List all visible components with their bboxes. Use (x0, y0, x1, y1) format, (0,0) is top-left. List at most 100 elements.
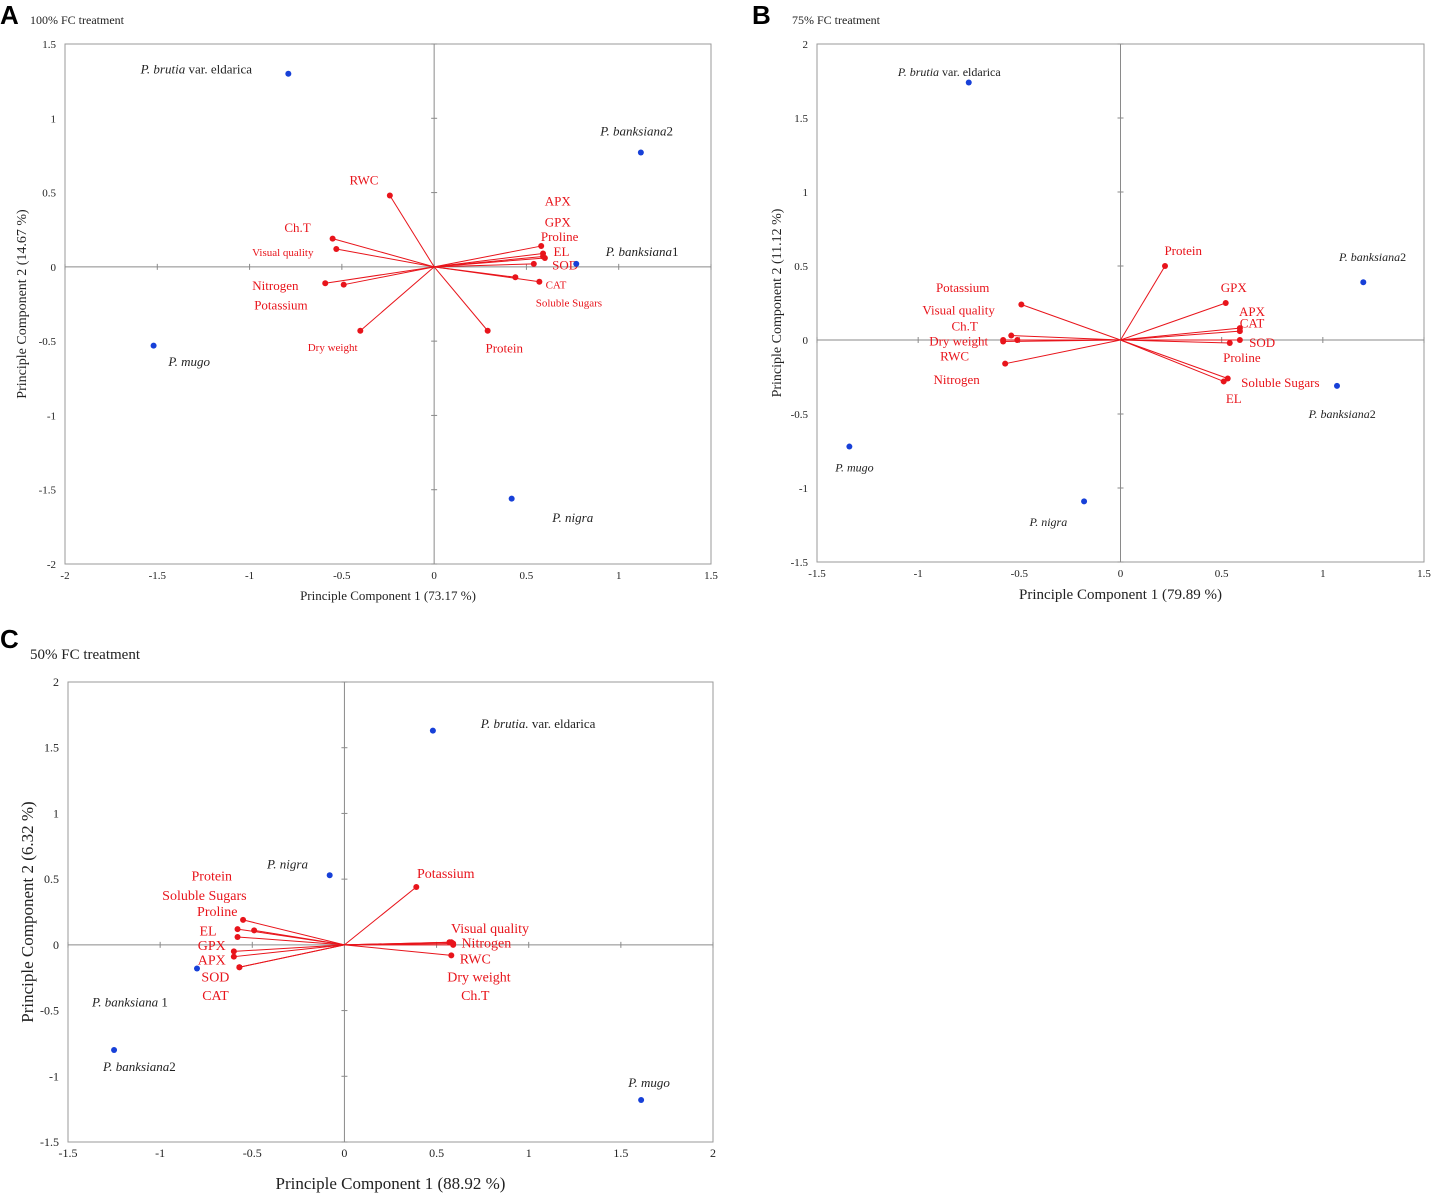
loading-vector: Proline (1120, 339, 1261, 365)
loading-label: GPX (198, 939, 226, 954)
y-tick-label: 2 (53, 675, 59, 689)
loading-line (433, 266, 489, 332)
loading-point (357, 327, 364, 334)
x-tick-label: 0.5 (520, 570, 534, 582)
loading-line (336, 248, 435, 268)
loading-label: Ch.T (461, 989, 490, 1004)
species-label: P. banksiana2 (1338, 250, 1406, 264)
species-point (111, 1047, 118, 1053)
loading-vector: Soluble Sugars (434, 266, 602, 310)
panel-letter: B (752, 0, 771, 30)
loading-point (1000, 338, 1007, 345)
loading-label: CAT (202, 989, 229, 1004)
loading-label: APX (1239, 304, 1266, 319)
species-score: P. nigra (1028, 498, 1088, 529)
x-tick-label: 1 (616, 570, 622, 582)
y-tick-label: 2 (803, 39, 809, 51)
species-label: P. nigra (266, 857, 308, 872)
loading-point (340, 281, 347, 288)
loading-label: Ch.T (284, 220, 310, 235)
x-tick-label: 0 (1118, 568, 1124, 580)
x-axis-title: Principle Component 1 (79.89 %) (1019, 587, 1222, 603)
loading-vector: Ch.T (284, 220, 435, 268)
loading-line (344, 941, 452, 946)
loading-line (359, 266, 435, 332)
loading-line (1120, 339, 1230, 344)
y-tick-label: 1 (51, 113, 57, 125)
x-tick-label: 0 (341, 1146, 347, 1160)
y-tick-label: -1.5 (39, 485, 57, 497)
species-score: P. banksiana 1 (91, 965, 200, 1010)
loading-point (329, 235, 336, 242)
loading-line (237, 936, 345, 946)
species-label: P. brutia var. eldarica (897, 65, 1001, 79)
loading-vector: Dry weight (344, 944, 511, 986)
loading-label: Potassium (936, 280, 989, 295)
loading-point (386, 192, 393, 199)
loading-vector: APX (434, 193, 572, 268)
loading-label: Potassium (417, 867, 475, 882)
loading-point (512, 274, 519, 281)
loading-label: Soluble Sugars (536, 298, 602, 310)
loading-vector: EL (434, 244, 569, 268)
panel-letter: A (0, 0, 19, 30)
loading-vector: RWC (350, 173, 435, 268)
loading-point (234, 926, 241, 933)
loading-vector: EL (1120, 339, 1242, 406)
loading-vector: SOD (1120, 335, 1275, 350)
x-tick-label: -0.5 (243, 1146, 262, 1160)
x-tick-label: -0.5 (1011, 568, 1029, 580)
panel-title: 50% FC treatment (30, 647, 141, 663)
species-label: P. banksiana2 (1308, 407, 1376, 421)
loading-point (251, 927, 258, 934)
loading-vector: CAT (434, 266, 567, 292)
loading-line (1120, 330, 1240, 341)
loading-point (484, 327, 491, 334)
loading-vector: Potassium (936, 280, 1121, 341)
loading-point (230, 948, 237, 955)
loading-label: APX (545, 193, 572, 208)
y-tick-label: -2 (47, 559, 56, 571)
species-score: P. banksiana2 (1308, 382, 1376, 421)
loading-vector: APX (198, 944, 345, 969)
y-tick-label: 1 (53, 806, 59, 820)
y-tick-label: 1 (803, 187, 809, 199)
loading-label: Dry weight (308, 342, 358, 354)
loading-point (234, 933, 241, 940)
x-tick-label: -0.5 (333, 570, 351, 582)
y-tick-label: -1 (799, 483, 808, 495)
loading-point (1236, 337, 1243, 343)
species-point (1333, 382, 1340, 389)
species-score: P. nigra (508, 495, 594, 525)
loading-vector: Proline (197, 905, 345, 946)
loading-line (239, 944, 345, 968)
loading-point (538, 243, 545, 250)
loading-label: Proline (1223, 350, 1261, 365)
species-score: P. banksiana1 (573, 244, 679, 267)
species-point (638, 1096, 645, 1103)
x-tick-label: 0 (431, 570, 437, 582)
loading-line (1003, 339, 1121, 342)
loading-line (434, 263, 534, 268)
loading-point (236, 964, 243, 971)
plot-frame (64, 43, 712, 565)
species-point (326, 872, 333, 879)
species-score: P. banksiana2 (102, 1047, 176, 1074)
species-label: P. banksiana2 (599, 124, 673, 139)
species-point (1081, 498, 1088, 505)
y-tick-label: 0.5 (42, 188, 56, 200)
loading-vector: Nitrogen (934, 339, 1121, 387)
species-score: P. brutia. var. eldarica (429, 716, 596, 734)
y-tick-label: -0.5 (39, 336, 57, 348)
y-tick-label: 0 (53, 938, 59, 952)
loading-point (1162, 263, 1169, 269)
species-score: P. nigra (266, 857, 333, 879)
loading-line (1011, 335, 1121, 341)
species-label: P. banksiana1 (605, 244, 679, 259)
species-label: P. banksiana2 (102, 1059, 176, 1074)
species-score: P. mugo (627, 1075, 670, 1103)
loading-vector: RWC (940, 338, 1121, 363)
loading-vector: CAT (1120, 316, 1264, 341)
y-tick-label: -1 (47, 410, 56, 422)
